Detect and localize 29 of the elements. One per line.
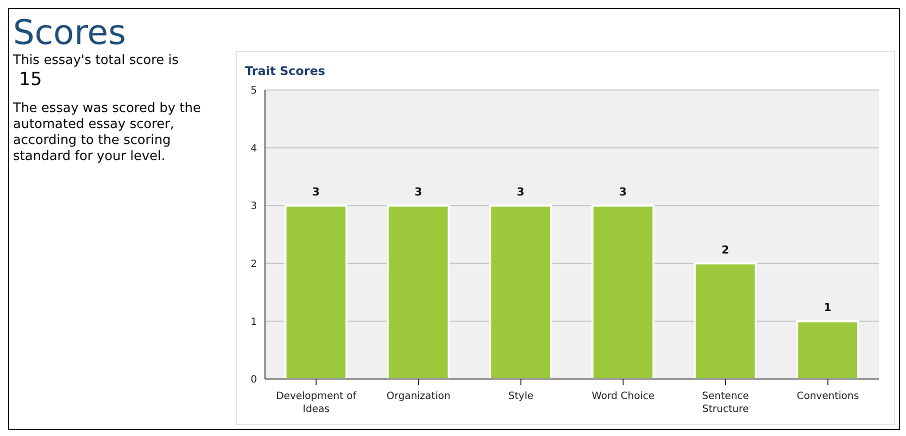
- x-tick-label: Style: [508, 391, 534, 402]
- x-tick-label: Word Choice: [592, 391, 655, 402]
- bar: [591, 204, 654, 379]
- y-tick-label: 0: [250, 374, 257, 386]
- bar: [489, 204, 552, 379]
- x-tick-label: Organization: [386, 391, 450, 402]
- data-label: 1: [824, 301, 832, 314]
- x-tick-label: Sentence Structure: [702, 391, 749, 415]
- y-tick-label: 1: [250, 316, 257, 328]
- y-tick-label: 3: [250, 201, 257, 212]
- bar: [386, 204, 450, 379]
- bar: [284, 204, 348, 379]
- data-label: 2: [721, 243, 730, 256]
- y-tick-label: 5: [250, 86, 257, 97]
- y-tick-label: 2: [250, 258, 257, 270]
- data-label: 3: [516, 186, 524, 199]
- text: Scores: [13, 13, 127, 53]
- x-tick-label: Development of Ideas: [276, 391, 357, 415]
- text: This essay's total score is: [13, 53, 180, 69]
- data-label: 3: [312, 186, 320, 199]
- bar: [694, 262, 757, 379]
- text: 15: [19, 69, 43, 91]
- text: The essay was scored by the automated essay scorer, according to the scoring standard for your level.: [13, 101, 202, 165]
- data-label: 3: [619, 186, 627, 199]
- data-label: 3: [414, 186, 422, 199]
- chart-title: Trait Scores: [245, 64, 326, 78]
- y-tick-label: 4: [250, 143, 257, 154]
- bar: [796, 320, 860, 379]
- x-tick-label: Conventions: [796, 391, 859, 402]
